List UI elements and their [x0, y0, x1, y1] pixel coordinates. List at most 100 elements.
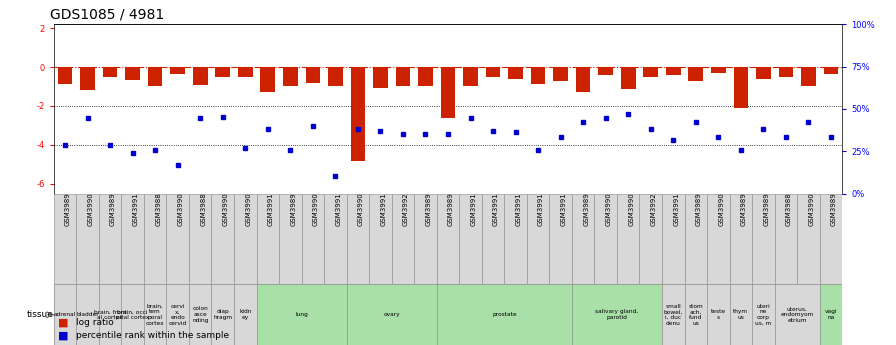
Bar	[594, 194, 617, 285]
Bar	[306, 67, 320, 82]
Bar	[801, 67, 815, 86]
Text: GSM39887: GSM39887	[155, 188, 161, 226]
Text: GSM39914: GSM39914	[673, 188, 679, 226]
Bar	[711, 67, 726, 73]
Bar	[486, 67, 500, 77]
Text: GSM39916: GSM39916	[561, 188, 566, 226]
Text: GSM39888: GSM39888	[200, 188, 206, 226]
Bar	[215, 67, 230, 77]
Text: GSM39904: GSM39904	[313, 188, 319, 226]
Bar	[211, 285, 234, 345]
Text: GSM39890: GSM39890	[290, 188, 297, 226]
Text: ■: ■	[58, 318, 69, 327]
Bar	[396, 67, 410, 87]
Bar	[57, 67, 73, 83]
Bar	[279, 194, 302, 285]
Text: GSM39908: GSM39908	[223, 188, 228, 226]
Text: stom
ach,
fund
us: stom ach, fund us	[688, 304, 703, 326]
Bar	[54, 194, 76, 285]
Text: bladder: bladder	[76, 312, 99, 317]
Text: prostate: prostate	[492, 312, 517, 317]
Bar	[347, 285, 436, 345]
Bar	[530, 67, 546, 83]
Bar	[729, 194, 752, 285]
Bar	[820, 194, 842, 285]
Text: diap
hragm: diap hragm	[213, 309, 232, 320]
Bar	[662, 285, 685, 345]
Text: salivary gland,
parotid: salivary gland, parotid	[596, 309, 639, 320]
Text: GSM39917: GSM39917	[470, 188, 477, 226]
Bar	[99, 194, 121, 285]
Text: GSM39921: GSM39921	[403, 188, 409, 226]
Bar	[779, 67, 793, 77]
Bar	[350, 67, 366, 160]
Bar	[752, 285, 775, 345]
Bar	[775, 194, 797, 285]
Bar	[621, 67, 635, 89]
Text: GSM39906: GSM39906	[88, 188, 93, 226]
Bar	[441, 67, 455, 118]
Text: brain, front
al cortex: brain, front al cortex	[94, 309, 126, 320]
Bar	[373, 67, 388, 88]
Bar	[823, 67, 839, 74]
Bar	[189, 285, 211, 345]
Bar	[617, 194, 640, 285]
Bar	[256, 194, 279, 285]
Text: GSM39902: GSM39902	[808, 188, 814, 226]
Bar	[238, 67, 253, 77]
Text: vagi
na: vagi na	[824, 309, 837, 320]
Bar	[414, 194, 436, 285]
Bar	[554, 67, 568, 81]
Text: kidn
ey: kidn ey	[239, 309, 252, 320]
Bar	[508, 67, 523, 79]
Text: GSM39910: GSM39910	[493, 188, 499, 226]
Bar	[820, 285, 842, 345]
Text: teste
s: teste s	[711, 309, 726, 320]
Bar	[125, 67, 140, 80]
Bar	[775, 285, 820, 345]
Bar	[121, 194, 144, 285]
Bar	[54, 285, 76, 345]
Bar	[81, 67, 95, 90]
Bar	[734, 67, 748, 108]
Text: percentile rank within the sample: percentile rank within the sample	[76, 331, 229, 340]
Text: cervi
x,
endo
cervid: cervi x, endo cervid	[168, 304, 186, 326]
Text: GSM39912: GSM39912	[381, 188, 386, 226]
Bar	[640, 194, 662, 285]
Bar	[685, 285, 707, 345]
Text: ovary: ovary	[383, 312, 400, 317]
Bar	[463, 67, 478, 87]
Bar	[99, 285, 121, 345]
Bar	[121, 285, 144, 345]
Bar	[144, 285, 167, 345]
Text: GSM39897: GSM39897	[448, 188, 454, 226]
Bar	[572, 194, 594, 285]
Bar	[324, 194, 347, 285]
Text: lung: lung	[295, 312, 308, 317]
Bar	[599, 67, 613, 75]
Bar	[189, 194, 211, 285]
Text: colon
asce
nding: colon asce nding	[192, 306, 209, 323]
Text: log ratio: log ratio	[76, 318, 114, 327]
Bar	[643, 67, 658, 77]
Bar	[170, 67, 185, 74]
Text: GSM39891: GSM39891	[583, 188, 590, 226]
Bar	[797, 194, 820, 285]
Bar	[283, 67, 297, 87]
Bar	[572, 285, 662, 345]
Text: GSM39913: GSM39913	[538, 188, 544, 226]
Text: GSM39900: GSM39900	[606, 188, 612, 226]
Bar	[436, 285, 572, 345]
Bar	[256, 285, 347, 345]
Bar	[211, 194, 234, 285]
Text: GSM39894: GSM39894	[831, 188, 837, 226]
Text: uteri
ne
corp
us, m: uteri ne corp us, m	[755, 304, 771, 326]
Text: GSM39896: GSM39896	[65, 188, 71, 226]
Bar	[527, 194, 549, 285]
Text: small
bowel,
i, duc
denu: small bowel, i, duc denu	[664, 304, 683, 326]
Bar	[148, 67, 162, 87]
Bar	[482, 194, 504, 285]
Bar	[167, 194, 189, 285]
Text: GSM39905: GSM39905	[246, 188, 251, 226]
Bar	[688, 67, 703, 81]
